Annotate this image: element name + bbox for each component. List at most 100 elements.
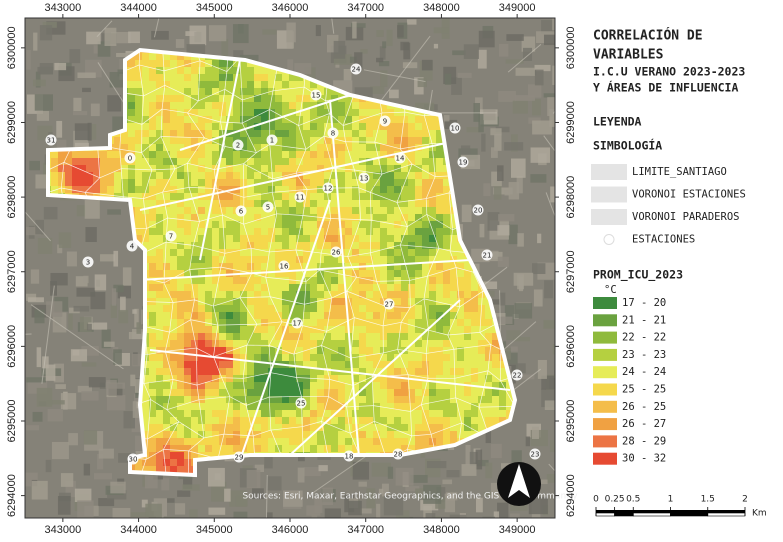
heat-cell xyxy=(345,354,353,362)
heat-cell xyxy=(191,389,199,397)
heat-cell xyxy=(380,172,388,180)
heat-cell xyxy=(254,116,262,124)
block xyxy=(104,27,117,46)
heat-cell xyxy=(492,396,500,404)
heat-cell xyxy=(184,123,192,131)
heat-cell xyxy=(163,298,171,306)
heat-cell xyxy=(499,389,507,397)
heat-cell xyxy=(338,340,346,348)
heat-cell xyxy=(156,109,164,117)
heat-cell xyxy=(191,438,199,446)
heat-cell xyxy=(177,431,185,439)
heat-cell xyxy=(184,333,192,341)
heat-cell xyxy=(415,298,423,306)
heat-cell xyxy=(373,151,381,159)
heat-cell xyxy=(177,445,185,453)
heat-cell xyxy=(184,403,192,411)
heat-cell xyxy=(373,144,381,152)
heat-cell xyxy=(240,277,248,285)
heat-cell xyxy=(303,396,311,404)
heat-cell xyxy=(380,270,388,278)
heat-cell xyxy=(457,431,465,439)
heat-cell xyxy=(436,228,444,236)
heat-cell xyxy=(464,284,472,292)
heat-cell xyxy=(79,151,87,159)
heat-cell xyxy=(429,312,437,320)
block xyxy=(517,233,524,247)
heat-cell xyxy=(492,347,500,355)
heat-cell xyxy=(191,228,199,236)
heat-cell xyxy=(303,228,311,236)
heat-cell xyxy=(219,179,227,187)
heat-cell xyxy=(128,60,136,68)
heat-cell xyxy=(387,354,395,362)
heat-cell xyxy=(450,291,458,299)
heat-cell xyxy=(310,81,318,89)
heat-cell xyxy=(170,60,178,68)
heat-cell xyxy=(247,60,255,68)
heat-cell xyxy=(303,417,311,425)
heat-cell xyxy=(366,284,374,292)
heat-cell xyxy=(422,438,430,446)
heat-cell xyxy=(254,424,262,432)
heat-cell xyxy=(149,438,157,446)
heat-cell xyxy=(380,200,388,208)
heat-cell xyxy=(422,158,430,166)
heat-cell xyxy=(233,228,241,236)
heat-cell xyxy=(436,347,444,355)
heat-cell xyxy=(324,361,332,369)
heat-cell xyxy=(478,354,486,362)
heat-cell xyxy=(233,417,241,425)
block xyxy=(161,478,170,491)
heat-cell xyxy=(121,179,129,187)
heat-cell xyxy=(205,417,213,425)
heat-cell xyxy=(156,417,164,425)
heat-cell xyxy=(436,200,444,208)
heat-cell xyxy=(191,81,199,89)
heat-cell xyxy=(401,312,409,320)
block xyxy=(433,27,449,34)
heat-cell xyxy=(450,354,458,362)
heat-cell xyxy=(93,179,101,187)
block xyxy=(549,108,555,127)
heat-cell xyxy=(436,333,444,341)
heat-cell xyxy=(436,214,444,222)
heat-cell xyxy=(128,95,136,103)
heat-cell xyxy=(219,88,227,96)
heat-cell xyxy=(149,340,157,348)
heat-cell xyxy=(345,200,353,208)
heat-cell xyxy=(366,431,374,439)
heat-cell xyxy=(352,102,360,110)
heat-cell xyxy=(331,200,339,208)
heat-cell xyxy=(380,368,388,376)
heat-cell xyxy=(499,417,507,425)
heat-cell xyxy=(436,326,444,334)
heat-cell xyxy=(373,270,381,278)
heat-cell xyxy=(121,137,129,145)
heat-cell xyxy=(366,340,374,348)
heat-cell xyxy=(149,305,157,313)
heat-cell xyxy=(359,403,367,411)
heat-cell xyxy=(464,340,472,348)
heat-cell xyxy=(443,417,451,425)
heat-cell xyxy=(443,403,451,411)
block xyxy=(105,382,126,389)
heat-cell xyxy=(289,403,297,411)
heat-cell xyxy=(142,382,150,390)
heat-cell xyxy=(142,130,150,138)
heat-cell xyxy=(240,228,248,236)
heat-cell xyxy=(310,235,318,243)
block xyxy=(110,481,126,494)
heat-cell xyxy=(289,102,297,110)
heat-cell xyxy=(163,382,171,390)
heat-cell xyxy=(345,277,353,285)
heat-cell xyxy=(198,452,206,460)
heat-cell xyxy=(415,382,423,390)
heat-cell xyxy=(415,249,423,257)
heat-cell xyxy=(170,102,178,110)
heat-cell xyxy=(212,326,220,334)
heat-cell xyxy=(422,312,430,320)
heat-cell xyxy=(254,410,262,418)
heat-cell xyxy=(303,116,311,124)
heat-cell xyxy=(289,228,297,236)
